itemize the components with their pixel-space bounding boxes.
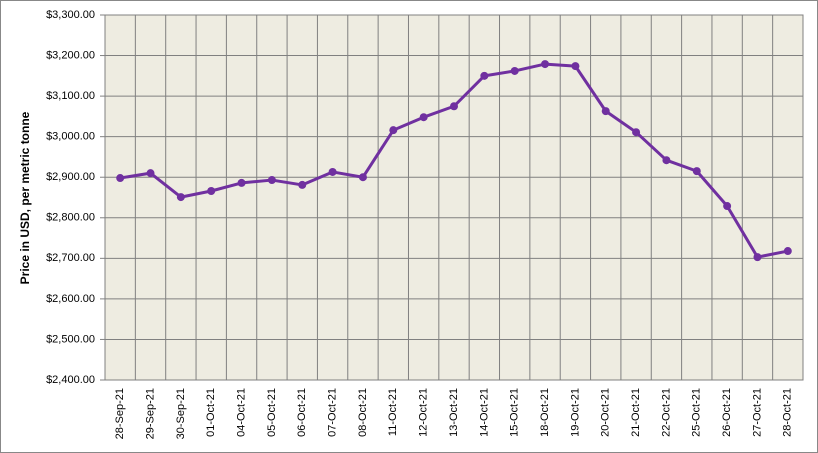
x-tick-label: 04-Oct-21 (235, 388, 247, 437)
x-tick-label: 28-Sep-21 (114, 388, 126, 439)
point (358, 173, 367, 182)
x-tick-label: 19-Oct-21 (569, 388, 581, 437)
y-tick-label: $2,800.00 (46, 212, 95, 224)
point (116, 174, 125, 183)
point (267, 176, 276, 185)
x-tick-label: 28-Oct-21 (782, 388, 794, 437)
point (662, 156, 671, 165)
point (328, 167, 337, 176)
x-tick-label: 18-Oct-21 (539, 388, 551, 437)
point (480, 71, 489, 80)
point (510, 66, 519, 75)
x-tick-label: 05-Oct-21 (266, 388, 278, 437)
point (753, 253, 762, 262)
x-tick-label: 15-Oct-21 (509, 388, 521, 437)
point (146, 169, 155, 178)
point (389, 126, 398, 135)
x-tick-label: 08-Oct-21 (357, 388, 369, 437)
x-tick-label: 30-Sep-21 (175, 388, 187, 439)
y-tick-label: $2,700.00 (46, 252, 95, 264)
x-tick-label: 20-Oct-21 (600, 388, 612, 437)
y-tick-label: $2,400.00 (46, 374, 95, 386)
point (237, 178, 246, 187)
point (571, 62, 580, 71)
x-tick-label: 22-Oct-21 (660, 388, 672, 437)
point (207, 187, 216, 196)
y-tick-label: $2,900.00 (46, 171, 95, 183)
y-tick-label: $3,200.00 (46, 49, 95, 61)
y-axis-title: Price in USD, per metric tonne (18, 111, 32, 284)
point (601, 107, 610, 116)
x-tick-label: 25-Oct-21 (691, 388, 703, 437)
x-tick-label: 06-Oct-21 (296, 388, 308, 437)
x-tick-label: 21-Oct-21 (630, 388, 642, 437)
point (783, 247, 792, 256)
point (541, 60, 550, 69)
x-tick-label: 12-Oct-21 (418, 388, 430, 437)
x-tick-label: 27-Oct-21 (751, 388, 763, 437)
y-tick-label: $2,600.00 (46, 293, 95, 305)
point (176, 193, 185, 202)
x-tick-label: 01-Oct-21 (205, 388, 217, 437)
point (298, 180, 307, 189)
x-tick-label: 13-Oct-21 (448, 388, 460, 437)
point (632, 128, 641, 137)
plot-area (104, 14, 804, 381)
point (692, 167, 701, 176)
y-tick-label: $3,000.00 (46, 131, 95, 143)
y-tick-label: $2,500.00 (46, 333, 95, 345)
y-tick-label: $3,100.00 (46, 90, 95, 102)
x-tick-label: 07-Oct-21 (327, 388, 339, 437)
y-tick-label: $3,300.00 (46, 9, 95, 21)
x-tick-label: 26-Oct-21 (721, 388, 733, 437)
x-tick-label: 29-Sep-21 (144, 388, 156, 439)
point (450, 102, 458, 111)
x-tick-label: 14-Oct-21 (478, 388, 490, 437)
x-tick-label: 11-Oct-21 (387, 388, 399, 436)
point (723, 202, 732, 211)
point (419, 113, 428, 122)
